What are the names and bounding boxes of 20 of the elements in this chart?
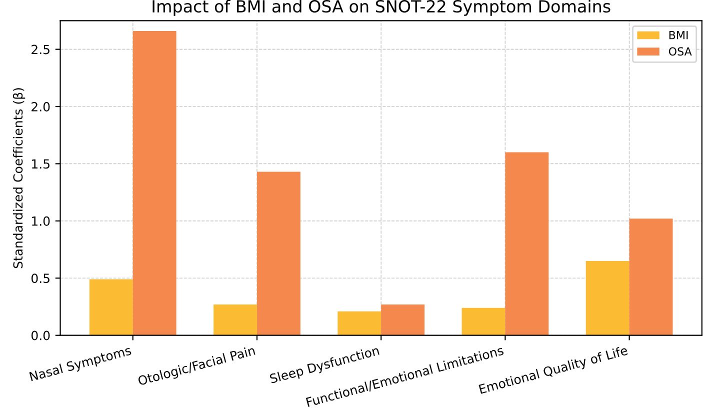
y-tick-label: 2.0 — [32, 102, 50, 112]
y-tick-label: 1.5 — [32, 159, 50, 169]
legend-label: BMI — [669, 31, 688, 40]
legend-label: OSA — [668, 47, 692, 56]
bar — [505, 152, 549, 336]
bar — [132, 30, 176, 336]
bar — [256, 172, 300, 336]
y-tick-label: 2.5 — [32, 44, 50, 54]
y-axis-title: Standardized Coefficients (β) — [12, 88, 26, 268]
bar — [381, 304, 425, 336]
bar — [338, 311, 382, 336]
bar — [89, 279, 133, 336]
bar — [462, 308, 506, 336]
bar — [629, 218, 673, 336]
y-tick-label: 0.5 — [31, 274, 50, 284]
bar — [214, 304, 257, 336]
y-tick-label: 1.0 — [32, 216, 50, 226]
bar — [586, 260, 630, 336]
y-tick-label: 0.0 — [31, 330, 50, 340]
chart-title: Impact of BMI and OSA on SNOT-22 Symptom Domains — [152, 0, 610, 16]
